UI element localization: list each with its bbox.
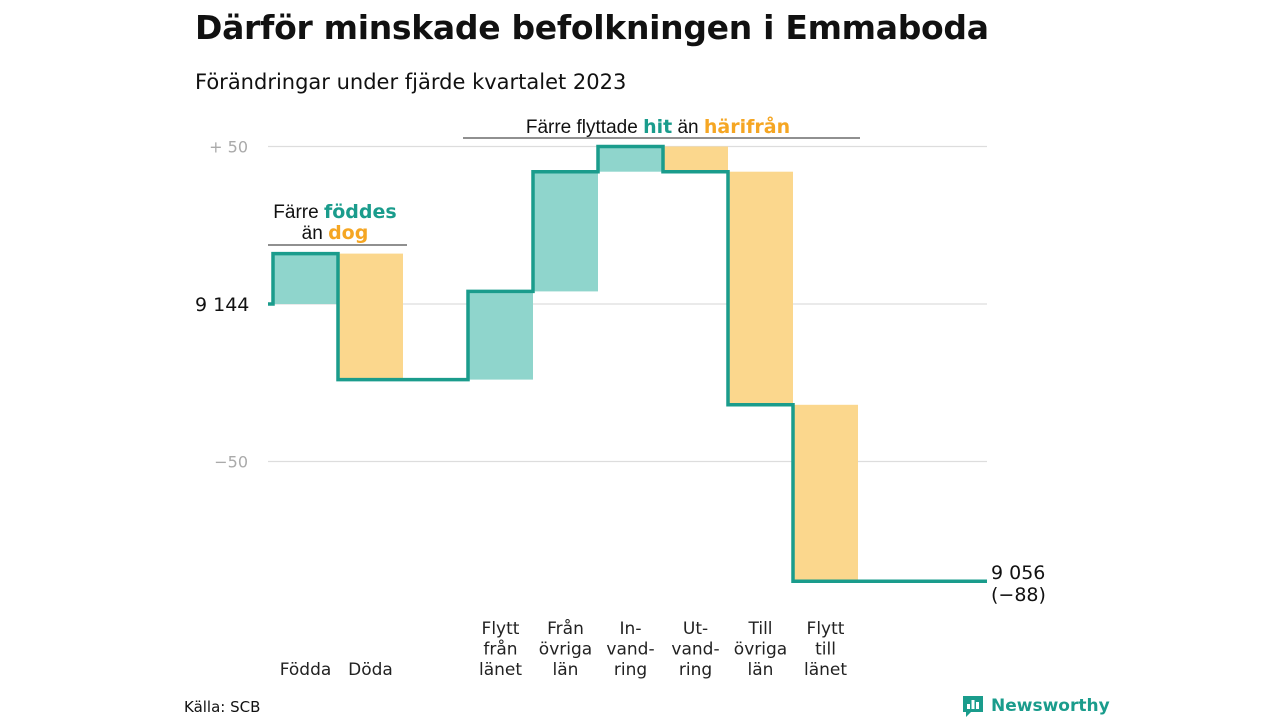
newsworthy-logo: Newsworthy — [961, 694, 1110, 718]
end-value-label: 9 056 — [991, 562, 1045, 584]
source-note: Källa: SCB — [184, 698, 261, 716]
x-tick-label: Döda — [348, 660, 393, 680]
bar-7 — [728, 171, 793, 405]
x-tick-label: Flytt till länet — [804, 619, 847, 680]
x-tick-label: Från övriga län — [539, 618, 592, 680]
y-tick-label: −50 — [214, 453, 248, 472]
x-tick-label: Ut-vand-ring — [671, 619, 719, 680]
x-tick-label: Flytt från länet — [479, 619, 522, 680]
annotation-births-line1: Färre föddes — [273, 201, 396, 223]
annotation-births-line2: än dog — [302, 222, 369, 244]
bar-3 — [468, 291, 533, 380]
cumulative-step-line — [268, 144, 987, 583]
end-change-label: (−88) — [991, 584, 1046, 606]
bar-1 — [273, 253, 338, 304]
x-tick-label: Till övriga län — [734, 619, 787, 680]
x-tick-label: In-vand-ring — [606, 619, 654, 680]
x-tick-label: Födda — [280, 660, 332, 680]
bar-4 — [533, 171, 598, 292]
brand-name: Newsworthy — [991, 696, 1110, 716]
newsworthy-logo-icon — [963, 696, 983, 717]
bar-2 — [338, 253, 403, 380]
start-value-label: 9 144 — [195, 294, 249, 316]
y-tick-label: + 50 — [209, 138, 248, 157]
bar-6 — [663, 146, 728, 172]
chart-title: Därför minskade befolkningen i Emmaboda — [195, 8, 989, 47]
annotation-migration: Färre flyttade hit än härifrån — [526, 114, 790, 138]
bar-8 — [793, 404, 858, 582]
bar-5 — [598, 146, 663, 172]
chart-subtitle: Förändringar under fjärde kvartalet 2023 — [195, 70, 627, 94]
